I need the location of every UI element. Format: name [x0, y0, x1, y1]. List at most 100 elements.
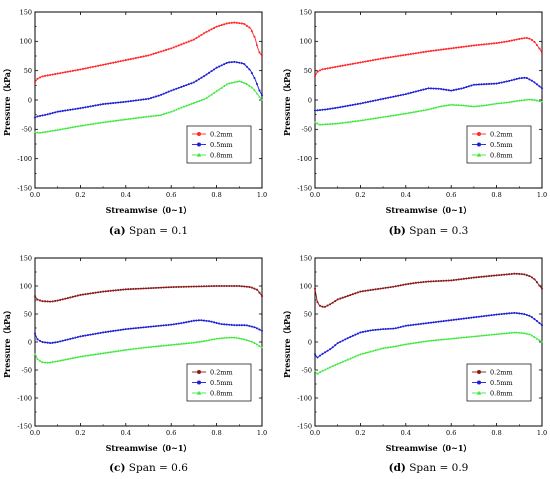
data-point	[346, 63, 349, 66]
data-point	[152, 286, 155, 290]
data-point	[533, 278, 536, 281]
data-point	[535, 83, 539, 86]
data-point	[56, 110, 59, 113]
data-point	[414, 52, 417, 55]
data-point	[38, 359, 42, 362]
data-point	[104, 102, 107, 105]
data-point	[177, 285, 180, 288]
data-point	[41, 114, 44, 117]
legend: 0.2mm 0.5mm 0.8mm	[186, 125, 252, 164]
chart-panel-b: 0.0 0.2 0.4 0.6 0.8 1.0 -150 -100 -50 0 50 100 150 St…	[282, 8, 547, 237]
data-point	[175, 87, 178, 90]
data-point	[525, 98, 529, 101]
data-point	[109, 120, 112, 123]
data-point	[89, 292, 92, 295]
data-point	[412, 282, 415, 285]
data-point	[427, 280, 430, 283]
data-point	[250, 72, 253, 75]
data-point	[467, 85, 470, 88]
data-point	[533, 98, 536, 101]
data-point	[187, 83, 190, 86]
data-point	[99, 121, 102, 124]
data-point	[530, 334, 534, 337]
data-point	[510, 272, 513, 276]
data-point	[467, 277, 470, 280]
data-point	[51, 129, 54, 132]
data-point	[513, 78, 516, 81]
data-point	[437, 87, 440, 90]
data-point	[523, 313, 526, 316]
data-point	[500, 81, 503, 84]
data-point	[250, 30, 253, 33]
data-point	[215, 284, 218, 288]
data-point	[515, 272, 518, 275]
data-point	[79, 355, 82, 358]
data-point	[336, 106, 339, 109]
data-point	[487, 333, 491, 336]
data-point	[437, 320, 440, 323]
data-point	[530, 79, 533, 82]
data-point	[210, 285, 213, 288]
data-point	[260, 98, 264, 101]
data-point	[434, 106, 438, 109]
legend-label: 0.2mm	[490, 368, 513, 376]
data-point	[33, 116, 37, 119]
data-point	[238, 337, 241, 340]
data-point	[137, 287, 140, 290]
legend-label: 0.5mm	[210, 141, 233, 149]
data-point	[64, 297, 67, 300]
data-point	[424, 87, 428, 90]
data-point	[341, 339, 344, 342]
data-point	[139, 346, 143, 349]
data-point	[122, 288, 125, 291]
data-point	[339, 65, 342, 68]
data-point	[530, 38, 533, 42]
data-point	[540, 100, 544, 103]
data-point	[359, 290, 362, 293]
data-point	[225, 22, 228, 25]
data-point	[222, 84, 226, 88]
data-point	[248, 324, 251, 328]
data-point	[475, 276, 478, 279]
data-point	[452, 279, 455, 282]
data-point	[54, 111, 57, 114]
data-point	[243, 63, 246, 66]
data-point	[334, 300, 337, 303]
data-point	[382, 97, 385, 100]
data-point	[46, 361, 49, 364]
data-point	[167, 111, 170, 114]
data-point	[361, 330, 364, 334]
data-point	[213, 26, 216, 30]
data-point	[69, 70, 72, 73]
data-point	[233, 21, 236, 24]
series-line	[314, 273, 543, 308]
legend-marker	[197, 132, 201, 136]
data-point	[149, 325, 153, 328]
data-point	[190, 102, 193, 105]
data-point	[480, 83, 483, 86]
data-point	[139, 287, 142, 290]
x-tick-label: 0.8	[211, 429, 221, 437]
data-point	[260, 329, 264, 332]
data-point	[318, 370, 322, 374]
data-point	[74, 295, 77, 298]
data-point	[457, 46, 460, 49]
data-point	[326, 349, 329, 352]
data-point	[394, 55, 397, 58]
data-point	[525, 77, 528, 80]
data-point	[505, 273, 508, 276]
x-tick-label: 0.4	[121, 429, 131, 437]
data-point	[513, 38, 516, 42]
data-point	[525, 313, 528, 317]
data-point	[324, 67, 327, 70]
data-point	[230, 61, 233, 64]
data-point	[334, 65, 337, 69]
legend-label: 0.8mm	[210, 151, 233, 159]
data-point	[389, 96, 392, 99]
data-point	[356, 102, 359, 106]
data-point	[442, 48, 445, 51]
data-point	[197, 35, 200, 38]
data-point	[197, 319, 200, 322]
data-point	[69, 126, 72, 129]
data-point	[44, 74, 47, 77]
